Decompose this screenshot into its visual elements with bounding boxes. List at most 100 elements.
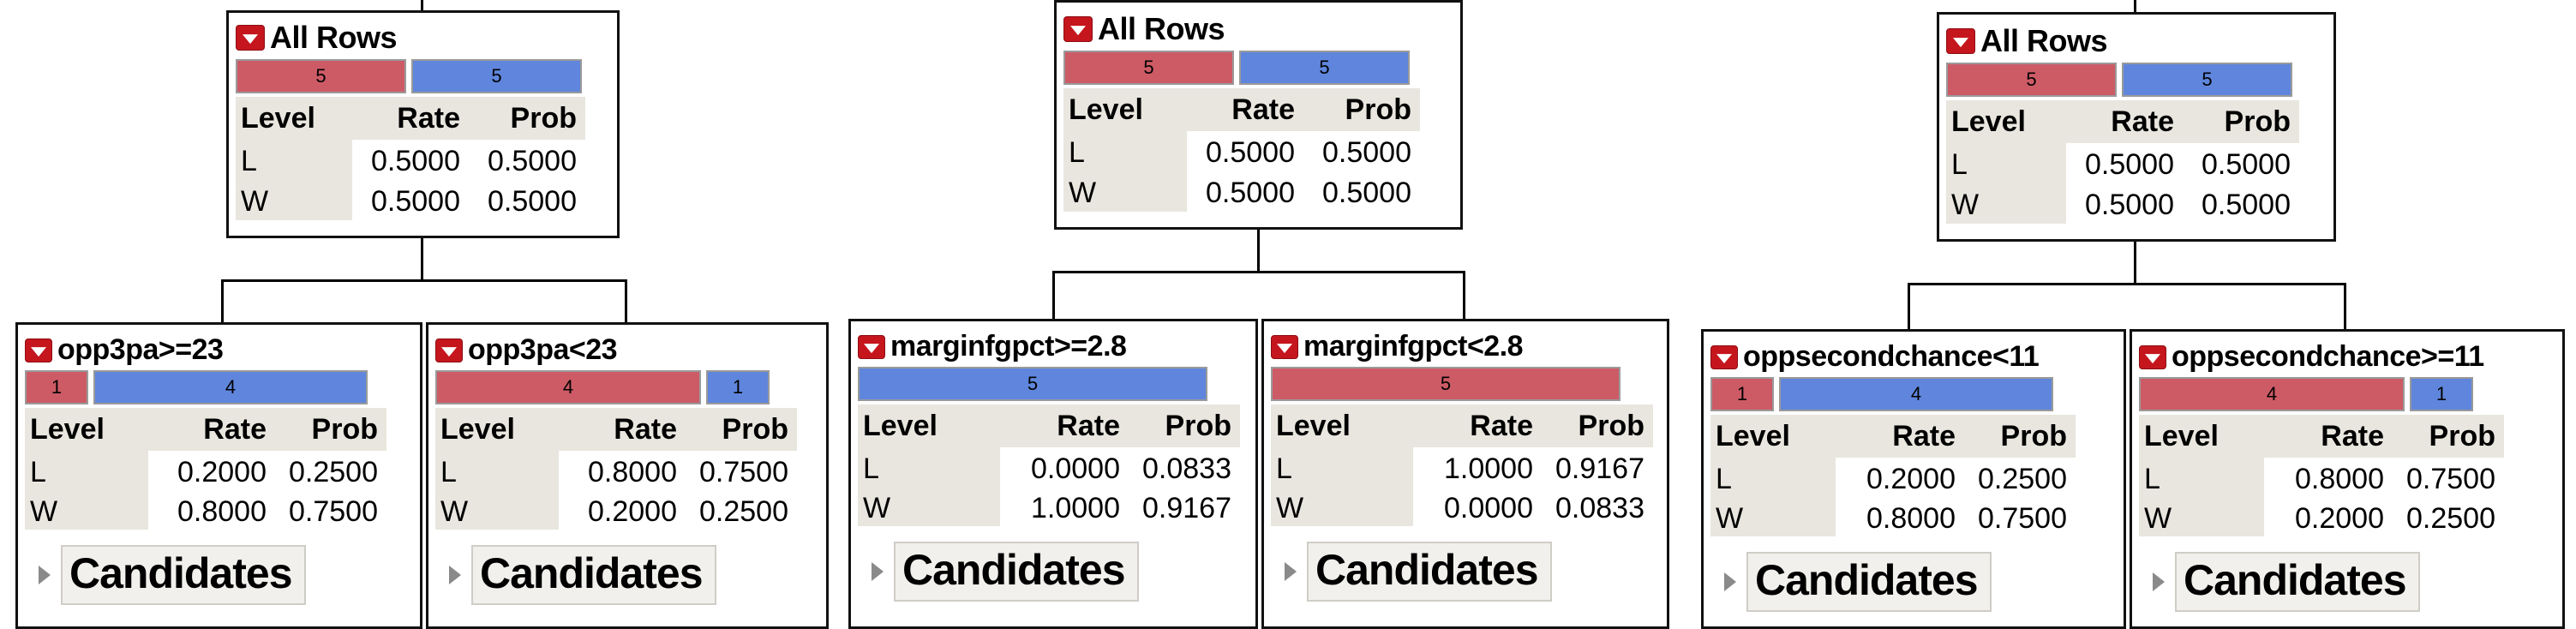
header-level: Level [858,404,1000,447]
header-rate: Rate [2066,100,2183,143]
header-rate: Rate [148,408,275,451]
prob-cell: 0.5000 [488,184,577,218]
node-title: oppsecondchance<11 [1710,340,2117,374]
connector [2344,283,2346,331]
rate-cell: 0.0000 [1031,452,1120,485]
prob-cell: 0.5000 [1322,135,1411,169]
rate-cell: 0.0000 [1444,491,1533,524]
level-cell: W [236,183,352,220]
node-title-text: All Rows [270,20,398,55]
level-bars: 5 5 [236,59,610,93]
rate-cell: 0.8000 [1866,501,1956,535]
level-table: Level Rate Prob L 0.0000 0.0833 W 1.0000… [858,404,1240,526]
red-dropdown-triangle-icon[interactable] [858,334,885,359]
disclosure-triangle-icon[interactable] [2153,572,2165,591]
red-dropdown-triangle-icon[interactable] [2139,344,2166,369]
level-table: Level Rate Prob L 0.8000 0.7500 W 0.2000… [435,408,797,530]
header-rate: Rate [1000,404,1129,447]
candidates-row: Candidates [1710,552,2117,612]
disclosure-triangle-icon[interactable] [1285,562,1297,581]
node-title-text: opp3pa>=23 [57,333,224,366]
level-table: Level Rate Prob L 0.5000 0.5000 W 0.5000… [1063,88,1420,212]
header-prob: Prob [469,97,585,140]
level-L-bar: 5 [236,59,406,93]
level-L-bar: 4 [435,370,701,404]
red-dropdown-triangle-icon[interactable] [1946,28,1975,54]
red-dropdown-triangle-icon[interactable] [435,338,463,362]
prob-cell: 0.0833 [1142,452,1231,485]
node-title-text: oppsecondchance<11 [1743,340,2040,373]
level-bars: 5 [858,367,1249,401]
candidates-button[interactable]: Candidates [471,545,716,605]
split-node: oppsecondchance<11 1 4 Level Rate Prob L… [1701,329,2126,629]
level-table: Level Rate Prob L 0.5000 0.5000 W 0.5000… [1946,100,2299,224]
candidates-button[interactable]: Candidates [1307,542,1552,602]
header-level: Level [1063,88,1187,131]
prob-cell: 0.2500 [289,455,378,488]
candidates-row: Candidates [25,545,413,605]
level-W-bar: 5 [858,367,1207,401]
header-prob: Prob [2393,415,2504,458]
rate-cell: 0.2000 [588,494,677,528]
red-dropdown-triangle-icon[interactable] [1710,344,1738,369]
level-table: Level Rate Prob L 0.2000 0.2500 W 0.8000… [1710,415,2076,536]
header-level: Level [236,97,352,140]
node-title: opp3pa<23 [435,333,819,367]
level-cell: W [1946,186,2066,224]
level-cell: L [1063,131,1187,174]
level-bars: 4 1 [2139,377,2555,411]
prob-cell: 0.0833 [1555,491,1644,524]
level-cell: W [858,490,1000,526]
header-level: Level [25,408,148,451]
level-cell: W [1063,174,1187,212]
split-node: opp3pa>=23 1 4 Level Rate Prob L 0.2000 … [15,322,422,629]
prob-cell: 0.2500 [2406,501,2495,535]
split-node: marginfgpct>=2.8 5 Level Rate Prob L 0.0… [848,319,1258,629]
header-level: Level [1710,415,1836,458]
disclosure-triangle-icon[interactable] [449,566,461,584]
header-rate: Rate [1187,88,1303,131]
header-level: Level [1271,404,1413,447]
level-L-bar: 1 [1710,377,1774,411]
level-L-bar: 4 [2139,377,2405,411]
connector [221,279,627,282]
candidates-button[interactable]: Candidates [894,542,1139,602]
prob-cell: 0.9167 [1555,452,1644,485]
disclosure-triangle-icon[interactable] [39,566,51,584]
connector [1908,283,2346,285]
level-L-bar: 5 [1063,51,1234,85]
level-bars: 5 5 [1063,51,1453,85]
level-W-bar: 5 [411,59,582,93]
red-dropdown-triangle-icon[interactable] [1271,334,1298,359]
candidates-button[interactable]: Candidates [61,545,306,605]
level-W-bar: 5 [1239,51,1410,85]
disclosure-triangle-icon[interactable] [872,562,884,581]
rate-cell: 0.5000 [1206,135,1295,169]
level-table: Level Rate Prob L 0.2000 0.2500 W 0.8000… [25,408,386,530]
connector [2134,240,2136,285]
node-title-text: All Rows [1980,23,2108,58]
red-dropdown-triangle-icon[interactable] [236,25,265,51]
header-level: Level [2139,415,2264,458]
node-title: All Rows [1946,23,2327,59]
header-prob: Prob [686,408,797,451]
red-dropdown-triangle-icon[interactable] [1063,16,1093,42]
candidates-row: Candidates [2139,552,2555,612]
prob-cell: 0.5000 [1322,176,1411,209]
prob-cell: 0.2500 [699,494,788,528]
node-title-text: All Rows [1098,11,1225,46]
split-node: oppsecondchance>=11 4 1 Level Rate Prob … [2130,329,2565,629]
candidates-button[interactable]: Candidates [2175,552,2420,612]
node-title-text: marginfgpct<2.8 [1303,330,1524,362]
rate-cell: 0.5000 [2085,188,2174,221]
header-rate: Rate [352,97,469,140]
candidates-button[interactable]: Candidates [1746,552,1992,612]
header-prob: Prob [1303,88,1420,131]
prob-cell: 0.5000 [2202,188,2291,221]
header-rate: Rate [2264,415,2393,458]
level-table: Level Rate Prob L 1.0000 0.9167 W 0.0000… [1271,404,1653,526]
red-dropdown-triangle-icon[interactable] [25,338,52,362]
level-L-bar: 1 [25,370,88,404]
level-bars: 5 [1271,367,1660,401]
disclosure-triangle-icon[interactable] [1724,572,1736,591]
